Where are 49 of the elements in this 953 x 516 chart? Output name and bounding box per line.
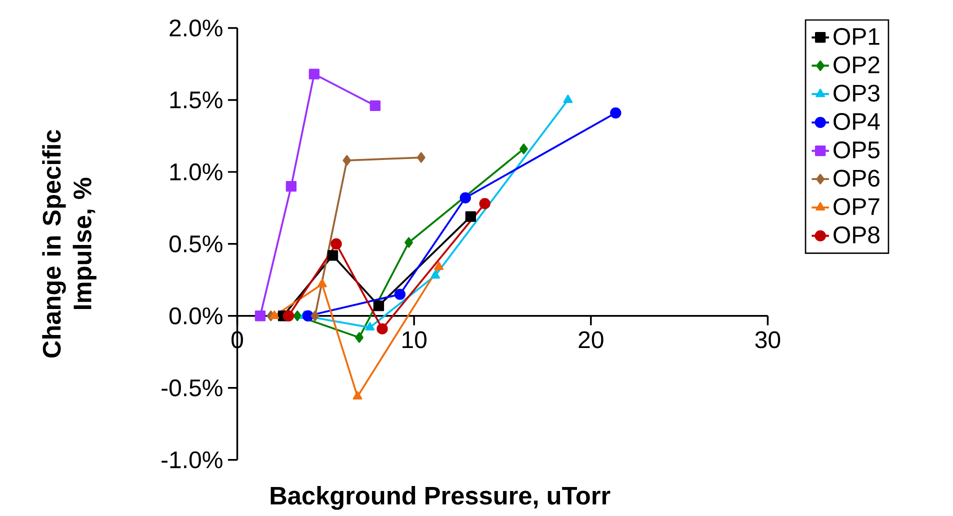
x-axis-title: Background Pressure, uTorr bbox=[270, 486, 610, 510]
point bbox=[254, 310, 266, 322]
point bbox=[376, 323, 388, 335]
x-tick-label: 30 bbox=[755, 331, 780, 348]
y-tick-label: 0.0% bbox=[169, 307, 222, 324]
point bbox=[365, 322, 375, 331]
point bbox=[355, 332, 364, 343]
point bbox=[465, 211, 476, 222]
y-tick-label: 1.0% bbox=[170, 164, 222, 181]
legend-label: OP7 bbox=[834, 198, 880, 216]
point bbox=[404, 237, 413, 248]
y-tick-label: 2.0% bbox=[170, 20, 222, 37]
point bbox=[310, 310, 320, 322]
y-tick-label: 0.5% bbox=[169, 235, 222, 252]
legend-label: OP2 bbox=[834, 56, 880, 74]
point bbox=[610, 107, 622, 119]
legend-label: OP5 bbox=[834, 141, 880, 158]
point bbox=[352, 391, 362, 400]
legend-label: OP8 bbox=[834, 226, 880, 244]
legend-label: OP4 bbox=[834, 113, 880, 130]
point bbox=[373, 300, 384, 312]
point bbox=[327, 250, 338, 261]
point bbox=[308, 68, 320, 80]
y-tick-label: -1.0% bbox=[162, 451, 222, 468]
point bbox=[342, 155, 352, 166]
point bbox=[416, 152, 426, 163]
point bbox=[394, 288, 406, 300]
point bbox=[460, 192, 471, 204]
point bbox=[302, 310, 314, 322]
point bbox=[563, 94, 573, 104]
point bbox=[520, 144, 528, 154]
point bbox=[370, 100, 381, 112]
legend-label: OP3 bbox=[834, 84, 880, 102]
point bbox=[293, 310, 302, 322]
legend-label: OP6 bbox=[834, 170, 880, 187]
x-tick-label: 10 bbox=[402, 331, 426, 348]
x-tick-label: 20 bbox=[578, 331, 604, 348]
y-tick-label: 1.5% bbox=[170, 92, 222, 108]
point bbox=[282, 310, 294, 322]
legend-label: OP1 bbox=[834, 28, 880, 46]
point bbox=[270, 310, 280, 320]
point bbox=[434, 262, 444, 270]
y-tick-label: -0.5% bbox=[162, 379, 222, 396]
y-axis-title: Change in Specific Impulse, % bbox=[42, 130, 96, 358]
point bbox=[430, 270, 440, 279]
point bbox=[317, 278, 327, 288]
point bbox=[479, 198, 490, 210]
point bbox=[330, 238, 342, 250]
point bbox=[286, 181, 297, 192]
